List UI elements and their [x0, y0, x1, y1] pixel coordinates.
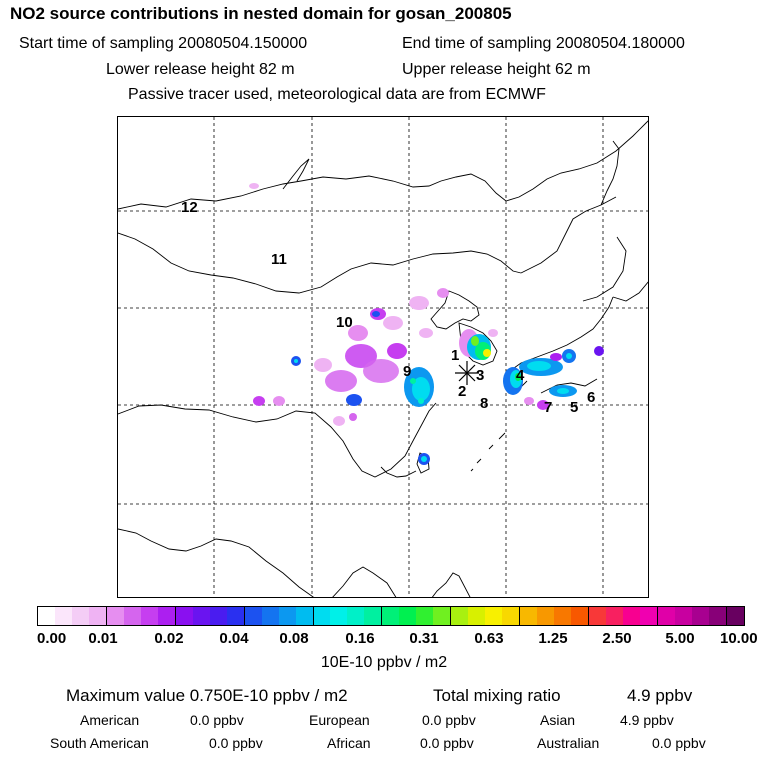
- source-name-european: European: [309, 712, 370, 728]
- map-title: NO2 source contributions in nested domai…: [10, 4, 512, 23]
- colorbar-segment: [433, 607, 452, 625]
- colorbar-segment: [175, 607, 193, 625]
- colorbar-segment: [88, 607, 107, 625]
- source-name-australian: Australian: [537, 735, 600, 751]
- colorbar-segment: [106, 607, 124, 625]
- colorbar-segment: [691, 607, 709, 625]
- end-time: End time of sampling 20080504.180000: [402, 35, 685, 52]
- colorbar-segment: [382, 607, 400, 625]
- colorbar-segment: [537, 607, 555, 625]
- colorbar-segment: [71, 607, 89, 625]
- colorbar: [37, 606, 745, 626]
- colorbar-segment: [639, 607, 658, 625]
- region-label-2: 2: [458, 383, 467, 400]
- source-value-asian: 4.9 ppbv: [620, 712, 674, 728]
- source-name-american: American: [80, 712, 140, 728]
- source-value-american: 0.0 ppbv: [190, 712, 244, 728]
- colorbar-tick-label: 1.25: [538, 630, 568, 647]
- colorbar-segment: [347, 607, 365, 625]
- colorbar-segment: [589, 607, 606, 625]
- colorbar-tick-label: 5.00: [665, 630, 695, 647]
- colorbar-tick-label: 0.31: [409, 630, 439, 647]
- receptor-star-icon: [455, 361, 479, 385]
- colorbar-segment: [244, 607, 262, 625]
- colorbar-segment: [726, 607, 744, 625]
- region-label-5: 5: [570, 399, 579, 416]
- colorbar-tick-label: 0.04: [219, 630, 249, 647]
- colorbar-tick-label: 0.63: [474, 630, 504, 647]
- lower-release-height: Lower release height 82 m: [106, 61, 295, 78]
- colorbar-segment: [209, 607, 227, 625]
- colorbar-segment: [605, 607, 623, 625]
- colorbar-tick-label: 0.08: [279, 630, 309, 647]
- start-time: Start time of sampling 20080504.150000: [19, 35, 308, 52]
- colorbar-segment: [657, 607, 675, 625]
- colorbar-segment: [520, 607, 538, 625]
- colorbar-segment: [123, 607, 141, 625]
- coastlines-borders: [118, 120, 648, 597]
- region-label-4: 4: [516, 367, 525, 384]
- colorbar-segment: [54, 607, 72, 625]
- colorbar-segment: [192, 607, 210, 625]
- colorbar-segment: [451, 607, 469, 625]
- colorbar-segment: [295, 607, 314, 625]
- source-name-african: African: [327, 735, 371, 751]
- colorbar-segment: [157, 607, 176, 625]
- region-label-10: 10: [336, 314, 353, 331]
- colorbar-segment: [485, 607, 503, 625]
- colorbar-tick-label: 0.16: [345, 630, 375, 647]
- colorbar-segment: [330, 607, 348, 625]
- colorbar-segment: [554, 607, 572, 625]
- region-label-6: 6: [587, 389, 596, 406]
- source-value-south-american: 0.0 ppbv: [209, 735, 263, 751]
- colorbar-segment: [140, 607, 158, 625]
- colorbar-tick-label: 10.00: [720, 630, 758, 647]
- colorbar-segment: [622, 607, 640, 625]
- region-label-3: 3: [476, 367, 485, 384]
- colorbar-segment: [38, 607, 55, 625]
- data-source-note: Passive tracer used, meteorological data…: [128, 86, 546, 103]
- map-frame[interactable]: 1 2 3 4 5 6 7 8 9 10 11 12: [117, 116, 649, 598]
- map-canvas: [118, 117, 648, 597]
- colorbar-tick-label: 2.50: [602, 630, 632, 647]
- colorbar-segment: [674, 607, 692, 625]
- colorbar-segment: [708, 607, 727, 625]
- colorbar-segment: [278, 607, 296, 625]
- colorbar-segment: [261, 607, 279, 625]
- source-value-australian: 0.0 ppbv: [652, 735, 706, 751]
- colorbar-segment: [364, 607, 383, 625]
- source-name-asian: Asian: [540, 712, 576, 728]
- colorbar-unit: 10E-10 ppbv / m2: [320, 654, 448, 671]
- colorbar-segment: [468, 607, 486, 625]
- region-label-9: 9: [403, 363, 412, 380]
- region-label-7: 7: [544, 399, 553, 416]
- colorbar-segment: [313, 607, 331, 625]
- total-mixing-ratio-label: Total mixing ratio: [433, 686, 561, 705]
- colorbar-segment: [416, 607, 434, 625]
- colorbar-tick-label: 0.02: [154, 630, 184, 647]
- colorbar-segment: [571, 607, 589, 625]
- maximum-value: Maximum value 0.750E-10 ppbv / m2: [66, 686, 348, 705]
- upper-release-height: Upper release height 62 m: [402, 61, 591, 78]
- colorbar-segment: [226, 607, 245, 625]
- region-label-12: 12: [181, 199, 198, 216]
- region-label-8: 8: [480, 395, 489, 412]
- source-value-european: 0.0 ppbv: [422, 712, 476, 728]
- total-mixing-ratio-value: 4.9 ppbv: [627, 686, 693, 705]
- source-name-south-american: South American: [50, 735, 149, 751]
- colorbar-segment: [399, 607, 417, 625]
- region-label-11: 11: [271, 251, 287, 268]
- region-label-1: 1: [451, 347, 460, 364]
- colorbar-segment: [502, 607, 521, 625]
- concentration-plume: [249, 183, 604, 465]
- lat-lon-grid: [118, 117, 648, 597]
- source-value-african: 0.0 ppbv: [420, 735, 474, 751]
- colorbar-tick-label: 0.01: [88, 630, 118, 647]
- colorbar-tick-label: 0.00: [37, 630, 67, 647]
